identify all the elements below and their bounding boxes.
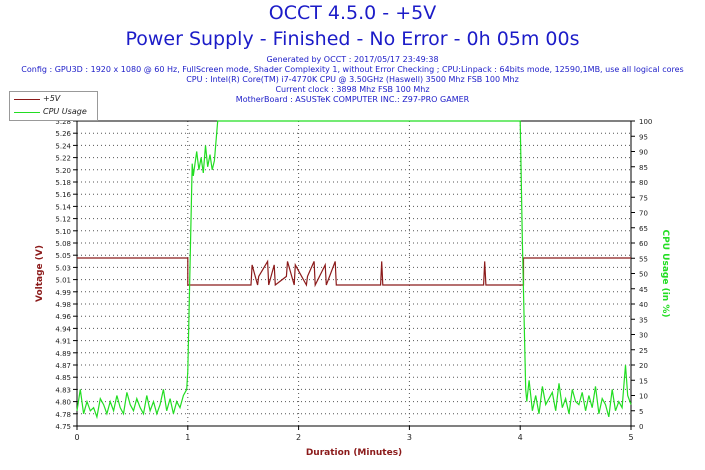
x-tick-label: 2 (296, 433, 301, 442)
y-tick-label: 5.26 (55, 130, 71, 138)
y2-tick-label: 10 (639, 393, 648, 401)
y2-tick-label: 100 (639, 118, 652, 126)
y2-tick-label: 40 (639, 301, 648, 309)
y-tick-label: 4.83 (55, 386, 71, 394)
y2-tick-label: 20 (639, 362, 648, 370)
y-tick-label: 5.16 (55, 191, 71, 199)
y2-tick-label: 35 (639, 316, 648, 324)
series-line-voltage (77, 257, 631, 288)
y2-tick-label: 65 (639, 225, 648, 233)
y2-tick-label: 30 (639, 332, 648, 340)
plot-frame (76, 120, 632, 427)
x-tick-label: 0 (74, 433, 79, 442)
legend-item-cpu: CPU Usage (10, 106, 97, 118)
y2-tick-label: 25 (639, 347, 648, 355)
x-tick-label: 4 (518, 433, 523, 442)
y2-tick-label: 45 (639, 286, 648, 294)
y-tick-label: 5.01 (55, 277, 71, 285)
y-tick-label: 5.18 (55, 179, 71, 187)
y-tick-label: 4.91 (55, 338, 71, 346)
y-tick-label: 5.05 (55, 252, 71, 260)
y-tick-label: 5.10 (55, 228, 71, 236)
x-tick-label: 3 (407, 433, 412, 442)
x-tick-label: 1 (185, 433, 190, 442)
y-tick-label: 5.20 (55, 167, 71, 175)
y-tick-label: 5.28 (55, 118, 71, 126)
y-tick-label: 5.08 (55, 240, 71, 248)
y-tick-label: 4.98 (55, 301, 71, 309)
y2-axis-label: CPU Usage (in %) (660, 230, 670, 318)
chart-legend: +5V CPU Usage (9, 91, 98, 121)
y-tick-label: 5.22 (55, 155, 71, 163)
y2-tick-label: 5 (639, 408, 643, 416)
legend-label-cpu: CPU Usage (43, 107, 87, 116)
y2-tick-label: 60 (639, 240, 648, 248)
info-cpu: CPU : Intel(R) Core(TM) i7-4770K CPU @ 3… (186, 75, 519, 84)
y2-tick-label: 95 (639, 133, 648, 141)
x-tick-label: 5 (628, 433, 633, 442)
y2-tick-label: 50 (639, 271, 648, 279)
y-tick-label: 4.78 (55, 411, 71, 419)
y-tick-label: 4.87 (55, 362, 71, 370)
y-tick-label: 4.89 (55, 350, 71, 358)
y2-tick-label: 0 (639, 423, 643, 431)
y2-tick-label: 90 (639, 149, 648, 157)
y-tick-label: 5.12 (55, 216, 71, 224)
y-tick-label: 4.80 (55, 399, 71, 407)
series-line-cpu-usage (76, 120, 632, 420)
y2-tick-label: 85 (639, 164, 648, 172)
info-config: Config : GPU3D : 1920 x 1080 @ 60 Hz, Fu… (21, 65, 684, 74)
y-tick-label: 4.96 (55, 313, 71, 321)
legend-label-voltage: +5V (43, 94, 61, 103)
y2-tick-label: 80 (639, 179, 648, 187)
chart-subtitle: Power Supply - Finished - No Error - 0h … (125, 28, 580, 50)
y-axis-label: Voltage (V) (35, 245, 45, 302)
y2-tick-label: 70 (639, 210, 648, 218)
legend-swatch-cpu (14, 112, 40, 113)
y-tick-label: 5.24 (55, 142, 71, 150)
info-generated: Generated by OCCT : 2017/05/17 23:49:38 (266, 55, 439, 64)
y2-tick-label: 55 (639, 255, 648, 263)
x-axis-label: Duration (Minutes) (306, 448, 402, 458)
y-tick-label: 5.03 (55, 264, 71, 272)
y2-tick-label: 75 (639, 194, 648, 202)
y2-tick-label: 15 (639, 377, 648, 385)
legend-swatch-voltage (14, 99, 40, 100)
y-tick-label: 5.14 (55, 203, 71, 211)
y-tick-label: 4.99 (55, 289, 71, 297)
chart-title: OCCT 4.5.0 - +5V (268, 2, 437, 24)
y-tick-label: 4.85 (55, 374, 71, 382)
y-tick-label: 4.75 (55, 423, 71, 431)
y-tick-label: 4.94 (55, 325, 71, 333)
info-motherboard: MotherBoard : ASUSTeK COMPUTER INC.: Z97… (235, 95, 470, 104)
info-clock: Current clock : 3898 Mhz FSB 100 Mhz (275, 85, 430, 94)
legend-item-voltage: +5V (10, 93, 97, 105)
